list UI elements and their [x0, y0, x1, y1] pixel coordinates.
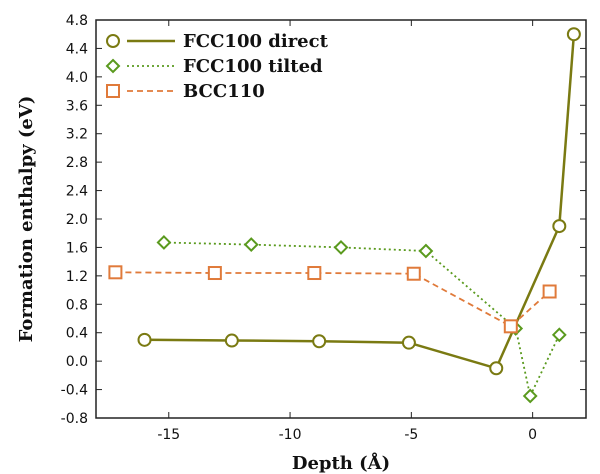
- y-tick-label: 1.2: [66, 269, 88, 285]
- y-tick-label: 1.6: [66, 240, 88, 256]
- legend-marker: [106, 34, 120, 48]
- series-fcc100-direct: [137, 27, 581, 376]
- data-point-bcc110: [406, 266, 421, 281]
- data-point-fcc100-tilted: [522, 388, 538, 404]
- y-tick-label: 4.4: [66, 41, 88, 57]
- y-tick-label: 2.8: [66, 155, 88, 171]
- y-tick-label: -0.4: [61, 383, 88, 399]
- data-point-bcc110: [207, 266, 222, 281]
- y-tick-label: 4.0: [66, 70, 88, 86]
- data-point-fcc100-tilted: [243, 237, 259, 252]
- data-point-fcc100-tilted: [333, 240, 349, 255]
- y-axis: -0.8 -0.4 0.0 0.4 0.8 1.2 1.6 2.0 2.4 2.8 3.2 3.6 4.…: [61, 13, 586, 427]
- legend-item-bcc110: BCC110: [106, 81, 265, 102]
- legend-label: FCC100 direct: [183, 31, 329, 52]
- legend-item-fcc100-direct: FCC100 direct: [106, 31, 329, 52]
- x-axis: -15 -10 -5 0: [157, 20, 537, 443]
- plot-frame: [95, 19, 587, 419]
- y-tick-label: 0.0: [66, 354, 88, 370]
- data-point-bcc110: [108, 265, 123, 280]
- y-tick-label: 4.8: [66, 13, 88, 29]
- y-tick-label: 3.6: [66, 98, 88, 114]
- data-point-bcc110: [542, 284, 557, 299]
- legend-label: FCC100 tilted: [183, 56, 323, 77]
- data-point-bcc110: [503, 319, 518, 334]
- data-point-fcc100-direct: [137, 332, 152, 347]
- y-tick-label: 0.8: [66, 297, 88, 313]
- data-point-fcc100-direct: [552, 219, 567, 234]
- x-tick-label: -15: [157, 427, 180, 443]
- series-bcc110: [108, 265, 557, 334]
- data-point-fcc100-direct: [401, 335, 416, 350]
- y-tick-label: 2.4: [66, 184, 88, 200]
- data-point-fcc100-tilted: [156, 235, 172, 250]
- series-layer: [108, 27, 581, 404]
- legend-marker: [105, 58, 121, 74]
- series-fcc100-tilted: [156, 235, 567, 404]
- x-tick-label: 0: [528, 427, 537, 443]
- y-axis-label: Formation enthalpy (eV): [16, 96, 37, 343]
- data-point-fcc100-direct: [224, 333, 239, 348]
- y-tick-label: 2.0: [66, 212, 88, 228]
- data-point-fcc100-tilted: [551, 327, 567, 343]
- y-tick-label: 3.2: [66, 127, 88, 143]
- x-tick-label: -5: [404, 427, 418, 443]
- data-point-fcc100-direct: [312, 334, 327, 349]
- x-tick-label: -10: [279, 427, 302, 443]
- x-axis-label: Depth (Å): [292, 451, 390, 474]
- data-point-fcc100-direct: [489, 361, 504, 376]
- legend-item-fcc100-tilted: FCC100 tilted: [105, 56, 323, 77]
- data-point-fcc100-tilted: [418, 243, 434, 259]
- y-tick-label: 0.4: [66, 326, 88, 342]
- legend-marker: [106, 84, 120, 98]
- data-point-fcc100-direct: [566, 27, 581, 42]
- data-point-bcc110: [307, 266, 322, 281]
- legend-label: BCC110: [183, 81, 265, 102]
- y-tick-label: -0.8: [61, 411, 88, 427]
- legend: FCC100 direct FCC100 tilted BCC110: [105, 31, 329, 102]
- series-line-bcc110: [115, 271, 551, 328]
